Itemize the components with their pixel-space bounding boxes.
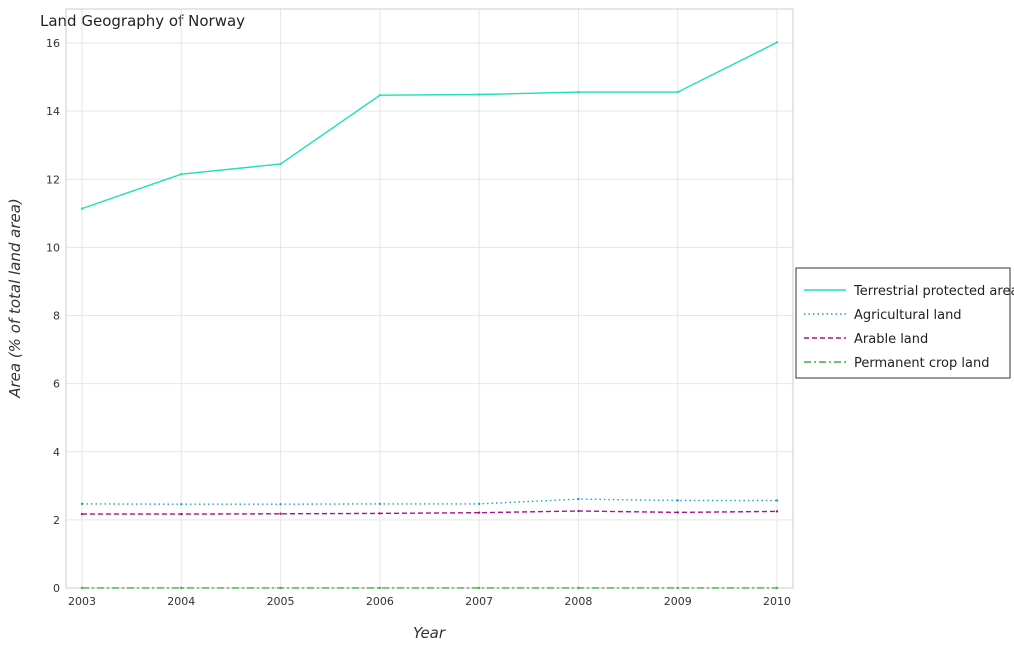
x-tick-label: 2010 — [763, 595, 791, 608]
data-point — [378, 502, 382, 506]
data-point — [577, 509, 580, 513]
data-point — [80, 512, 84, 516]
y-ticks: 0 2 4 6 8 10 12 14 16 — [46, 37, 60, 595]
data-point — [775, 499, 779, 502]
y-tick-label: 0 — [53, 582, 60, 595]
x-tick-label: 2007 — [465, 595, 493, 608]
legend: Terrestrial protected areas Agricultural … — [795, 267, 1014, 379]
x-tick-label: 2005 — [267, 595, 295, 608]
data-point — [378, 93, 382, 97]
y-tick-label: 10 — [46, 241, 60, 254]
y-tick-label: 6 — [53, 378, 60, 391]
y-axis-label: Area (% of total land area) — [6, 198, 24, 399]
series-line-2 — [81, 498, 777, 505]
data-point — [477, 502, 481, 506]
series-lines — [80, 41, 779, 590]
data-point — [775, 586, 779, 590]
data-point — [279, 586, 282, 590]
data-point — [477, 511, 481, 514]
y-tick-label: 12 — [46, 173, 60, 186]
data-point — [80, 502, 84, 506]
x-tick-label: 2003 — [68, 595, 96, 608]
data-point — [676, 511, 679, 514]
chart-title: Land Geography of Norway — [40, 12, 245, 30]
data-point — [775, 41, 779, 44]
data-point — [180, 512, 183, 516]
legend-box — [795, 267, 1011, 379]
data-point — [577, 497, 580, 501]
data-point — [279, 162, 282, 166]
data-point — [180, 586, 183, 590]
data-point — [676, 586, 679, 590]
grid — [66, 9, 793, 589]
data-point — [477, 93, 481, 96]
y-tick-label: 4 — [53, 446, 60, 459]
data-point — [180, 172, 183, 176]
y-tick-label: 8 — [53, 310, 60, 323]
data-point — [80, 586, 84, 590]
data-point — [80, 207, 84, 210]
data-point — [279, 503, 282, 506]
data-point — [378, 586, 382, 590]
data-point — [577, 586, 580, 590]
series-line-1 — [81, 41, 778, 210]
y-tick-label: 14 — [46, 105, 60, 118]
plot-frame — [65, 8, 794, 589]
x-tick-label: 2006 — [366, 595, 394, 608]
y-tick-label: 2 — [53, 514, 60, 527]
legend-label: Permanent crop land — [854, 356, 989, 371]
x-tick-label: 2004 — [167, 595, 195, 608]
x-axis-label: Year — [413, 624, 446, 642]
x-tick-label: 2009 — [664, 595, 692, 608]
x-ticks: 2003 2004 2005 2006 2007 2008 2009 2010 — [68, 595, 791, 608]
legend-label: Arable land — [854, 332, 928, 347]
legend-label: Terrestrial protected areas — [853, 284, 1014, 299]
data-point — [676, 90, 679, 94]
y-tick-label: 16 — [46, 37, 60, 50]
data-point — [378, 512, 382, 515]
data-point — [477, 586, 481, 590]
series-line-3 — [82, 510, 778, 515]
data-point — [577, 90, 580, 94]
data-point — [279, 512, 282, 515]
legend-label: Agricultural land — [854, 308, 962, 323]
data-point — [676, 499, 679, 502]
data-point — [775, 510, 779, 513]
x-tick-label: 2008 — [564, 595, 592, 608]
data-point — [180, 503, 183, 506]
